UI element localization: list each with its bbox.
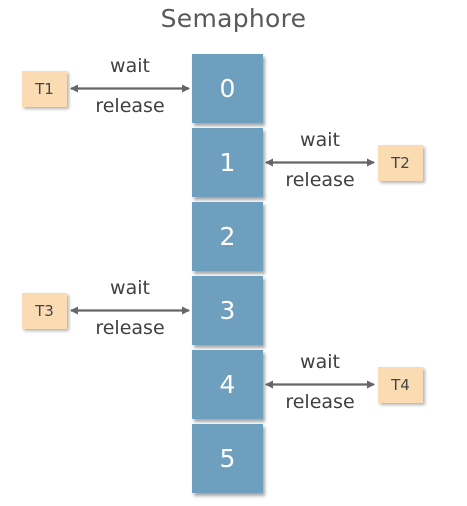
semaphore-slot-5: 5 [192, 424, 263, 493]
semaphore-slot-3: 3 [192, 276, 263, 345]
thread-t1: T1 [22, 70, 67, 107]
semaphore-slot-0: 0 [192, 54, 263, 123]
release-label-t4: release [285, 390, 355, 413]
semaphore-slot-1: 1 [192, 128, 263, 197]
thread-t2: T2 [378, 144, 423, 181]
release-label-t1: release [95, 94, 165, 117]
wait-label-t4: wait [300, 350, 340, 373]
release-label-t2: release [285, 168, 355, 191]
release-label-t3: release [95, 316, 165, 339]
thread-t3: T3 [22, 292, 67, 329]
wait-label-t1: wait [110, 54, 150, 77]
semaphore-slot-2: 2 [192, 202, 263, 271]
wait-label-t2: wait [300, 128, 340, 151]
semaphore-slot-4: 4 [192, 350, 263, 419]
diagram-title: Semaphore [160, 4, 307, 33]
wait-label-t3: wait [110, 276, 150, 299]
thread-t4: T4 [378, 366, 423, 403]
